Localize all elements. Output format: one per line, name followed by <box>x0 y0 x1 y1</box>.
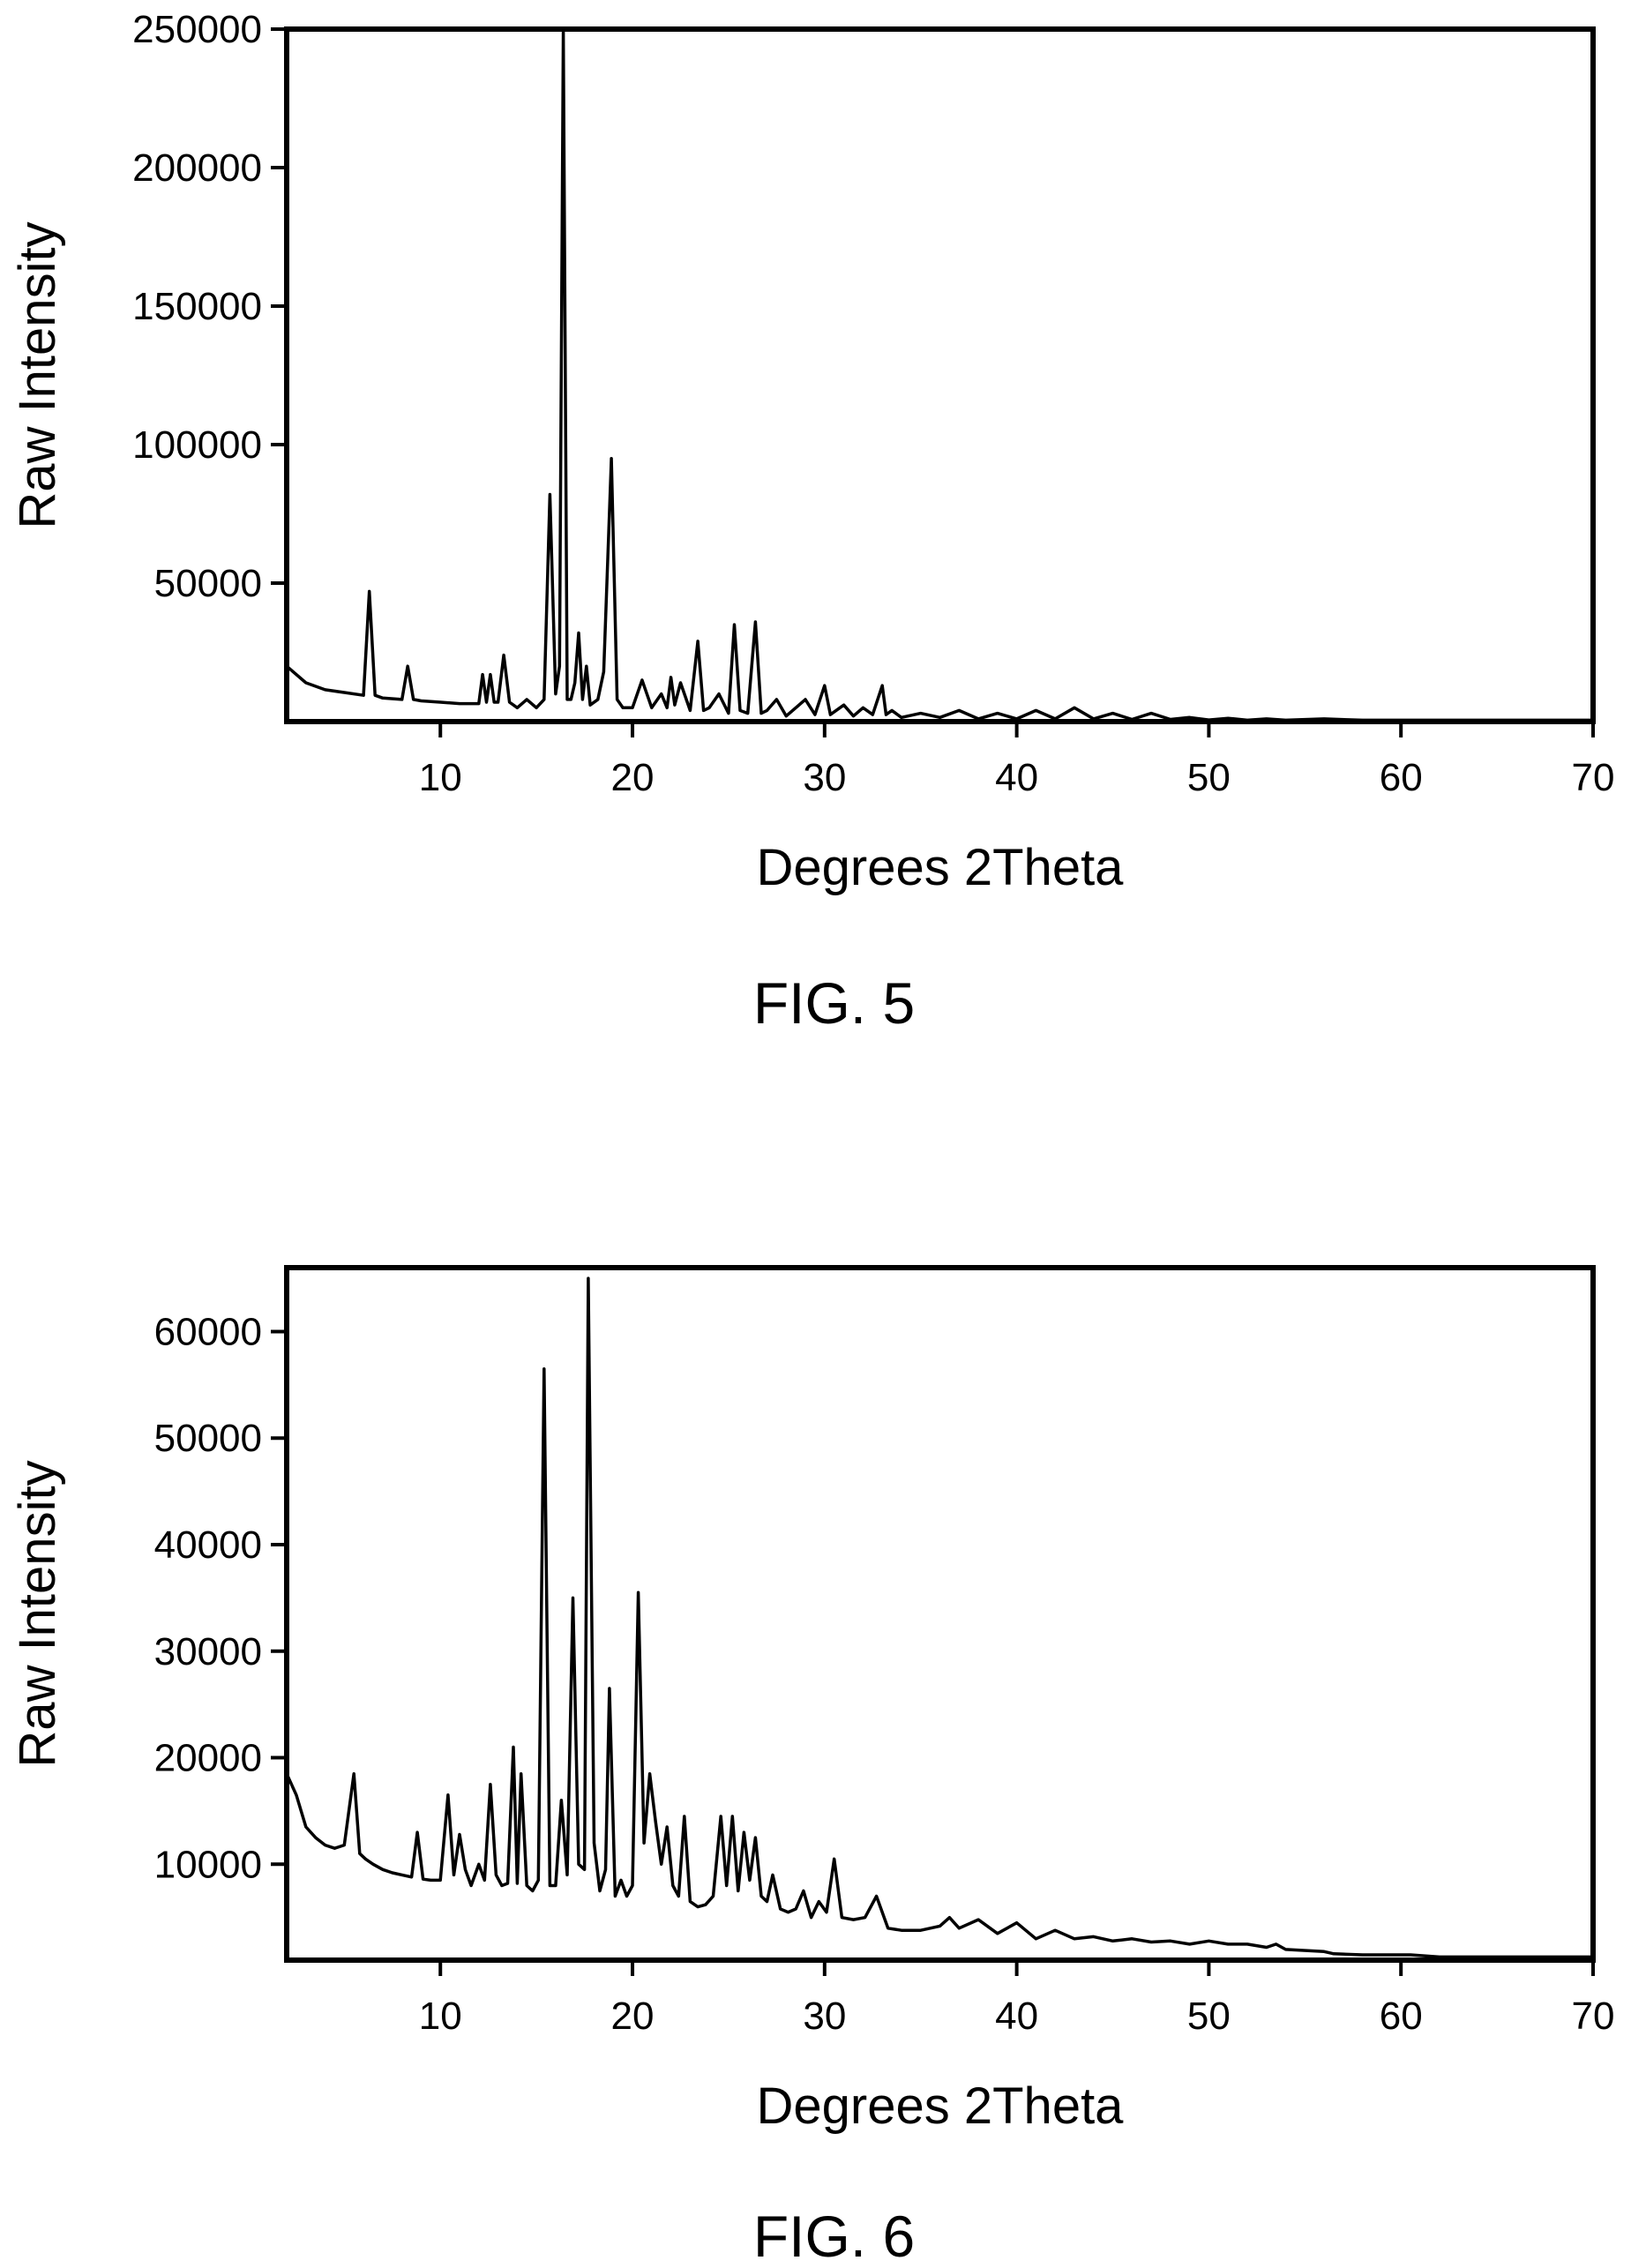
x-tick-label: 10 <box>419 1995 462 2038</box>
y-tick-label: 100000 <box>132 423 262 467</box>
y-tick-label: 30000 <box>154 1630 262 1673</box>
chart-panel-1: 10 20 30 40 50 60 70 50000 100000 150000 200000 250… <box>9 8 1614 1036</box>
x-tick-label: 20 <box>611 756 655 799</box>
x-tick-label: 60 <box>1380 1995 1423 2038</box>
plot-frame <box>284 26 1596 724</box>
y-tick-label: 50000 <box>154 562 262 605</box>
y-tick-label: 200000 <box>132 146 262 190</box>
x-tick-label: 60 <box>1380 756 1423 799</box>
y-tick-label: 20000 <box>154 1737 262 1780</box>
x-tick-label: 10 <box>419 756 462 799</box>
y-tick-label: 10000 <box>154 1843 262 1886</box>
x-tick-label: 70 <box>1572 1995 1615 2038</box>
figure-caption: FIG. 5 <box>753 970 915 1036</box>
y-tick-label: 250000 <box>132 8 262 51</box>
plot-frame <box>284 1265 1596 1963</box>
x-tick-label: 30 <box>803 756 846 799</box>
y-axis-title: Raw Intensity <box>9 1460 66 1767</box>
figure-caption: FIG. 6 <box>753 2204 915 2268</box>
series-line-1 <box>285 27 1593 722</box>
x-tick-label: 50 <box>1187 756 1231 799</box>
x-tick-label: 40 <box>995 1995 1038 2038</box>
x-axis-title: Degrees 2Theta <box>757 839 1125 896</box>
y-tick-label: 50000 <box>154 1417 262 1460</box>
chart-panel-2: 10 20 30 40 50 60 70 10000 20000 30000 40000 50000 6… <box>9 1265 1615 2268</box>
y-tick-label: 150000 <box>132 285 262 328</box>
x-tick-label: 20 <box>611 1995 655 2038</box>
x-axis-title: Degrees 2Theta <box>757 2077 1125 2135</box>
x-tick-label: 50 <box>1187 1995 1231 2038</box>
x-tick-label: 70 <box>1572 756 1615 799</box>
x-tick-label: 40 <box>995 756 1038 799</box>
y-axis-title: Raw Intensity <box>9 221 66 528</box>
y-tick-label: 40000 <box>154 1523 262 1567</box>
y-tick-label: 60000 <box>154 1310 262 1353</box>
x-tick-label: 30 <box>803 1995 846 2038</box>
series-line-1 <box>285 1276 1593 1959</box>
